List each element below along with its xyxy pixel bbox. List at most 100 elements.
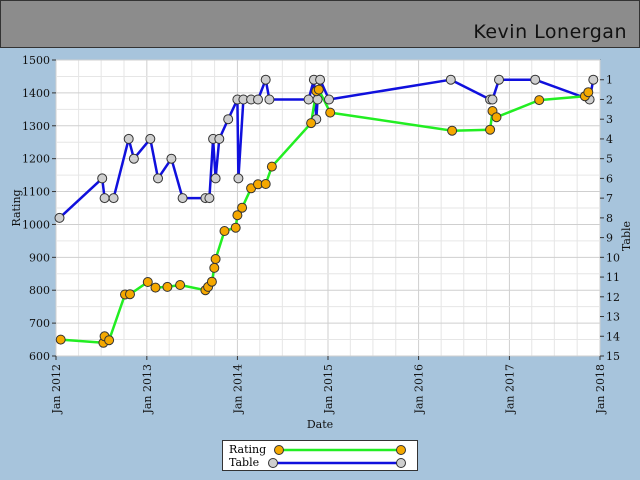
- data-point-table: [487, 94, 498, 105]
- data-point-rating: [162, 281, 173, 292]
- y2-tick-label: 11: [606, 271, 620, 284]
- legend-marker-table: [268, 458, 278, 468]
- y2-tick-label: 3: [606, 113, 613, 126]
- data-point-rating: [206, 276, 217, 287]
- legend-marker-rating: [396, 445, 406, 455]
- y2-tick-label: 13: [606, 311, 620, 324]
- y-tick-label: 1200: [22, 153, 50, 166]
- data-point-table: [97, 173, 108, 184]
- y2-tick-label: 9: [606, 232, 613, 245]
- x-tick-label: Jan 2013: [141, 364, 154, 415]
- x-axis-title: Date: [307, 418, 333, 431]
- y2-tick-label: 14: [606, 330, 620, 343]
- data-point-rating: [230, 222, 241, 233]
- x-tick-label: Jan 2018: [594, 364, 607, 415]
- data-point-table: [303, 94, 314, 105]
- data-point-table: [108, 193, 119, 204]
- x-tick-label: Jan 2014: [231, 364, 244, 415]
- data-point-table: [214, 133, 225, 144]
- data-point-rating: [534, 95, 545, 106]
- data-point-rating: [55, 334, 66, 345]
- data-point-rating: [266, 161, 277, 172]
- data-point-rating: [485, 124, 496, 135]
- data-point-table: [54, 212, 65, 223]
- y-tick-label: 1100: [22, 186, 50, 199]
- legend-label-table: Table: [229, 456, 260, 469]
- y-tick-label: 1000: [22, 218, 50, 231]
- data-point-table: [210, 173, 221, 184]
- y-tick-label: 900: [29, 251, 50, 264]
- data-point-table: [233, 173, 244, 184]
- x-tick-label: Jan 2012: [50, 364, 63, 415]
- data-point-table: [99, 193, 110, 204]
- y-tick-label: 800: [29, 284, 50, 297]
- data-point-table: [324, 94, 334, 105]
- data-point-table: [264, 94, 275, 105]
- y2-tick-label: 5: [606, 153, 613, 166]
- data-point-table: [204, 193, 215, 204]
- data-point-table: [588, 74, 599, 85]
- y-tick-label: 1300: [22, 120, 50, 133]
- data-point-rating: [175, 280, 186, 290]
- data-point-table: [128, 153, 139, 164]
- y2-tick-label: 4: [606, 133, 613, 146]
- player-name: Kevin Lonergan: [473, 21, 627, 43]
- data-point-rating: [150, 282, 161, 293]
- data-point-table: [312, 94, 323, 105]
- data-point-table: [530, 74, 541, 85]
- y2-tick-label: 15: [606, 350, 620, 363]
- series-markers: [54, 74, 599, 348]
- grid-lines: [55, 59, 601, 357]
- data-point-table: [153, 173, 163, 184]
- legend-label-rating: Rating: [229, 443, 267, 456]
- y2-tick-label: 10: [606, 251, 620, 264]
- y2-tick-label: 12: [606, 291, 620, 304]
- data-point-rating: [237, 202, 248, 213]
- data-point-table: [177, 193, 188, 204]
- series-layer: [54, 74, 599, 348]
- data-point-table: [260, 74, 271, 85]
- y-tick-label: 1400: [22, 87, 50, 100]
- y2-axis-title: Table: [620, 221, 633, 251]
- series-line-rating: [60, 88, 590, 345]
- data-point-table: [223, 114, 234, 125]
- y-tick-label: 700: [29, 317, 50, 330]
- data-point-table: [315, 74, 326, 85]
- chart-header: Kevin Lonergan: [0, 0, 640, 48]
- data-point-rating: [142, 277, 153, 287]
- x-tick-label: Jan 2016: [413, 364, 426, 415]
- data-point-rating: [306, 118, 317, 129]
- data-point-rating: [447, 125, 458, 136]
- y2-tick-label: 6: [606, 172, 613, 185]
- data-point-rating: [313, 84, 324, 95]
- data-point-rating: [104, 335, 115, 346]
- y2-tick-label: 2: [606, 93, 613, 106]
- axes: 6007008009001000110012001300140015001234…: [22, 54, 620, 415]
- x-tick-label: Jan 2015: [322, 364, 335, 415]
- data-point-table: [253, 94, 263, 105]
- data-point-rating: [491, 112, 502, 123]
- data-point-table: [145, 133, 156, 144]
- y-tick-label: 1500: [22, 54, 50, 67]
- data-point-rating: [219, 226, 230, 236]
- legend-swatches: [268, 445, 406, 468]
- data-point-rating: [210, 254, 221, 264]
- x-tick-label: Jan 2017: [503, 364, 516, 415]
- data-point-rating: [583, 87, 594, 98]
- data-point-table: [445, 74, 456, 85]
- data-point-table: [166, 153, 177, 164]
- y2-tick-label: 7: [606, 192, 613, 205]
- y-tick-label: 600: [29, 350, 50, 363]
- data-point-rating: [209, 262, 220, 273]
- data-point-rating: [125, 289, 135, 300]
- legend-marker-table: [396, 458, 406, 468]
- legend: Rating Table: [222, 440, 418, 471]
- y-axis-title: Rating: [10, 189, 23, 226]
- y2-tick-label: 8: [606, 212, 613, 225]
- data-point-rating: [260, 179, 271, 189]
- data-point-rating: [232, 210, 243, 221]
- data-point-table: [123, 133, 134, 144]
- y2-tick-label: 1: [606, 74, 613, 87]
- legend-marker-rating: [274, 445, 284, 455]
